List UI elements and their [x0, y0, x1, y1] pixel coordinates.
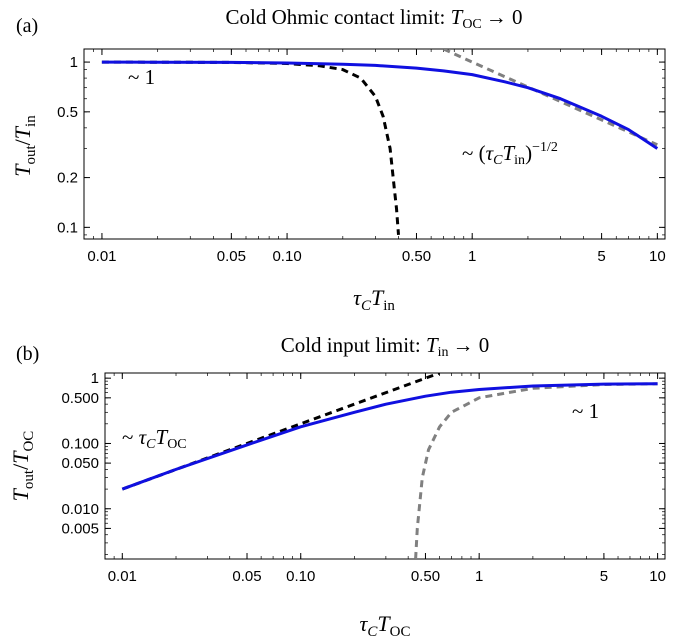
panel-b-y-tick-label: 0.005	[61, 520, 99, 537]
panel-b-y-tick-label: 1	[91, 370, 99, 387]
panel-a-x-tick-label: 0.05	[217, 248, 246, 265]
panel-a-title: Cold Ohmic contact limit: TOC → 0	[225, 5, 522, 32]
panel-b-x-tick-label: 10	[649, 568, 666, 585]
panel-a-series	[101, 49, 659, 236]
panel-a-x-tick-label: 5	[597, 248, 605, 265]
panel-b-ylabel: Tout/TOC	[8, 431, 37, 502]
panel-b-x-tick-label: 0.50	[411, 568, 440, 585]
panel-a-y-tick-label: 0.5	[57, 104, 78, 121]
panel-a-x-tick-label: 10	[649, 248, 666, 265]
panel-b-y-tick-label: 0.010	[61, 501, 99, 518]
panel-a-y-tick-label: 1	[70, 54, 78, 71]
panel-a-frame	[83, 48, 666, 240]
panel-a-label: (a)	[16, 15, 38, 37]
panel-a-y-tick-label: 0.2	[57, 170, 78, 187]
panel-b-xlabel: τCTOC	[360, 611, 411, 639]
panel-b-ticks: 0.01 0.05 0.10 0.50 1 5 10 0.005 0.010 0.050 0.100…	[61, 370, 666, 585]
panel-a-xlabel: τCTin	[353, 285, 395, 314]
panel-a: (a) Cold Ohmic contact limit: TOC → 0 0.0…	[10, 5, 666, 314]
panel-a-x-tick-label: 0.10	[272, 248, 301, 265]
panel-a-x-tick-label: 0.01	[87, 248, 116, 265]
panel-b-series-dashed-gray	[414, 382, 658, 559]
panel-b-annotation-linear: ~ τCTOC	[122, 425, 187, 452]
panel-b-x-tick-label: 0.01	[108, 568, 137, 585]
panel-b-x-tick-label: 0.10	[286, 568, 315, 585]
panel-b-x-tick-label: 1	[475, 568, 483, 585]
panel-a-annotation-power: ~ (τCTin)−1/2	[462, 140, 558, 168]
panel-b: (b) Cold input limit: Tin → 0 0.01 0.05 0.1…	[8, 333, 666, 639]
panel-a-y-tick-label: 0.1	[57, 219, 78, 236]
panel-a-series-solid-blue	[101, 60, 659, 150]
panel-b-annotation-unity: ~ 1	[572, 399, 599, 423]
panel-a-ylabel: Tout/Tin	[10, 115, 39, 177]
panel-a-x-tick-label: 1	[468, 248, 476, 265]
panel-b-y-tick-label: 0.100	[61, 435, 99, 452]
panel-a-x-tick-label: 0.50	[402, 248, 431, 265]
panel-b-x-tick-label: 0.05	[232, 568, 261, 585]
panel-b-y-tick-label: 0.500	[61, 390, 99, 407]
panel-b-frame	[104, 372, 666, 560]
panel-a-series-dashed-gray	[442, 49, 658, 147]
panel-b-y-tick-label: 0.050	[61, 455, 99, 472]
panel-b-label: (b)	[16, 343, 39, 365]
panel-b-series	[121, 373, 658, 559]
panel-b-series-solid-blue	[121, 382, 658, 491]
panel-a-annotation-unity: ~ 1	[128, 65, 155, 89]
panel-b-title: Cold input limit: Tin → 0	[281, 333, 490, 360]
panel-b-x-tick-label: 5	[600, 568, 608, 585]
panel-a-ticks: 0.01 0.05 0.10 0.50 1 5 10 0.1 0.2 0.5 1	[57, 49, 666, 265]
